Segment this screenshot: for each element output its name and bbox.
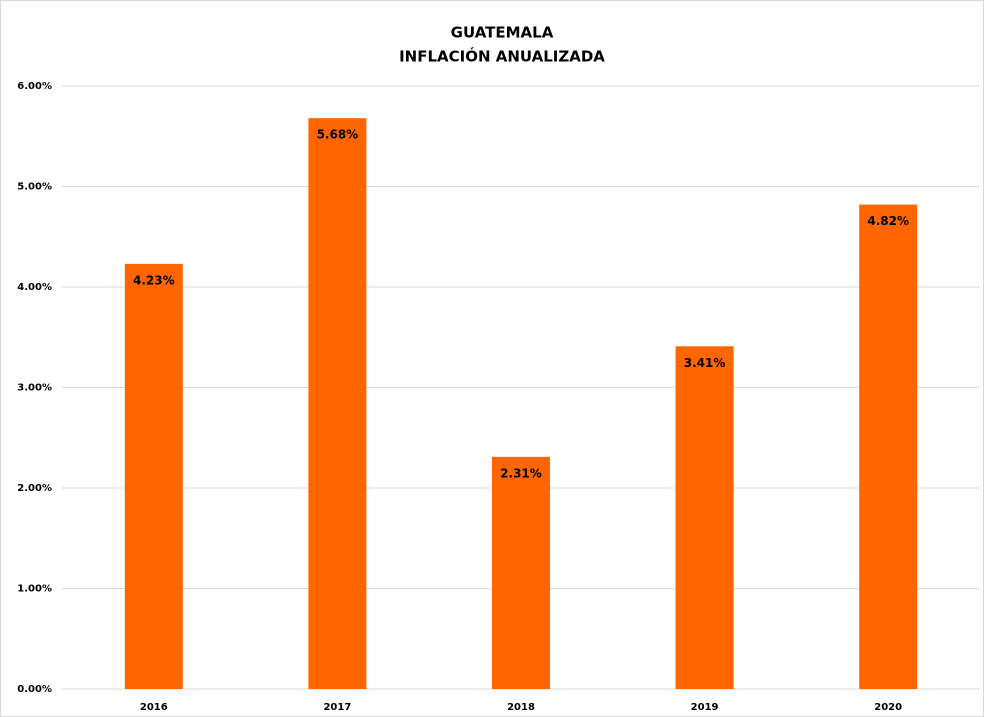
y-tick-label: 1.00% <box>17 584 52 595</box>
y-tick-label: 6.00% <box>17 81 52 92</box>
value-label: 5.68% <box>317 128 359 142</box>
x-tick-label: 2016 <box>140 702 168 713</box>
value-label: 4.82% <box>867 214 909 228</box>
value-label: 2.31% <box>500 466 542 480</box>
bar <box>491 456 551 689</box>
y-tick-label: 0.00% <box>17 684 52 695</box>
x-tick-label: 2019 <box>691 702 719 713</box>
value-label: 3.41% <box>684 356 726 370</box>
bar <box>308 118 367 689</box>
value-label: 4.23% <box>133 273 175 287</box>
x-tick-label: 2017 <box>323 702 351 713</box>
x-tick-label: 2020 <box>874 702 902 713</box>
y-tick-label: 5.00% <box>17 182 52 193</box>
chart-subtitle: INFLACIÓN ANUALIZADA <box>399 47 605 66</box>
bar <box>675 346 734 689</box>
bar <box>859 204 918 689</box>
x-tick-label: 2018 <box>507 702 535 713</box>
y-tick-label: 3.00% <box>17 383 52 394</box>
y-tick-label: 2.00% <box>17 483 52 494</box>
bar <box>124 263 183 689</box>
y-tick-label: 4.00% <box>17 282 52 293</box>
chart-title: GUATEMALA <box>451 24 554 42</box>
